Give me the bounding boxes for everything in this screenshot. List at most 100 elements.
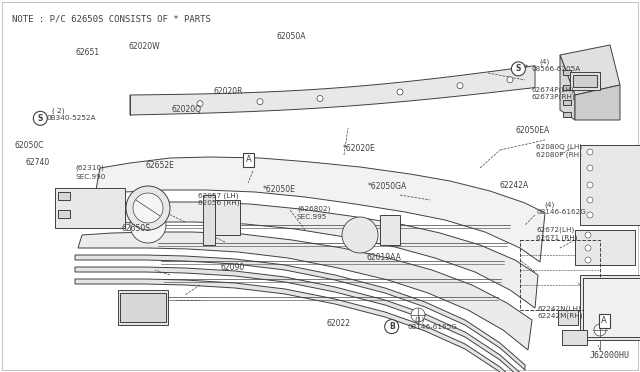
Bar xyxy=(203,195,215,245)
Bar xyxy=(563,112,571,117)
Text: 62050C: 62050C xyxy=(14,141,44,150)
Text: 08146-6162G: 08146-6162G xyxy=(536,209,586,215)
Bar xyxy=(573,75,597,87)
Text: 62650S: 62650S xyxy=(122,224,150,233)
Bar xyxy=(562,330,587,345)
Circle shape xyxy=(133,193,163,223)
Text: NOTE : P/C 62650S CONSISTS OF * PARTS: NOTE : P/C 62650S CONSISTS OF * PARTS xyxy=(12,14,211,23)
Bar xyxy=(563,85,571,90)
Bar xyxy=(120,293,166,322)
Circle shape xyxy=(507,77,513,83)
Polygon shape xyxy=(85,202,538,308)
Bar xyxy=(55,188,125,228)
Text: J62000HU: J62000HU xyxy=(590,351,630,360)
Polygon shape xyxy=(75,267,525,372)
Text: 62242M(RH): 62242M(RH) xyxy=(538,312,583,319)
Text: 62242A: 62242A xyxy=(499,181,529,190)
Circle shape xyxy=(33,111,47,125)
Circle shape xyxy=(587,212,593,218)
Circle shape xyxy=(587,182,593,188)
Text: (4): (4) xyxy=(539,58,549,65)
Bar xyxy=(380,215,400,245)
Text: 62050A: 62050A xyxy=(276,32,306,41)
Bar xyxy=(580,145,640,225)
Text: B: B xyxy=(389,322,394,331)
Bar xyxy=(563,70,571,75)
Text: 62080P (RH): 62080P (RH) xyxy=(536,151,582,158)
Text: *: * xyxy=(524,64,528,73)
Text: 62242N(LH): 62242N(LH) xyxy=(538,305,581,312)
Text: 62671 (RH): 62671 (RH) xyxy=(536,234,578,241)
Text: *62020E: *62020E xyxy=(343,144,376,153)
Text: (626802): (626802) xyxy=(297,206,330,212)
Text: 62080Q (LH): 62080Q (LH) xyxy=(536,144,582,150)
Text: SEC.990: SEC.990 xyxy=(76,174,106,180)
Bar xyxy=(558,310,578,325)
Bar xyxy=(583,278,640,337)
Circle shape xyxy=(317,96,323,102)
Polygon shape xyxy=(95,157,545,262)
Text: S: S xyxy=(516,64,521,73)
Bar xyxy=(58,210,70,218)
Circle shape xyxy=(585,245,591,251)
Text: 62020W: 62020W xyxy=(128,42,159,51)
Bar xyxy=(575,230,635,265)
Text: A: A xyxy=(602,316,607,325)
Text: *62050GA: *62050GA xyxy=(367,182,406,190)
Bar xyxy=(118,290,168,325)
Circle shape xyxy=(511,62,525,76)
Polygon shape xyxy=(78,232,532,350)
Circle shape xyxy=(342,217,378,253)
Circle shape xyxy=(197,100,203,107)
Circle shape xyxy=(126,186,170,230)
Text: 62022: 62022 xyxy=(326,319,350,328)
Polygon shape xyxy=(75,279,525,372)
Text: (1): (1) xyxy=(415,317,425,323)
Bar xyxy=(570,72,600,90)
Text: 62090: 62090 xyxy=(221,263,245,272)
Bar xyxy=(580,275,640,340)
Bar xyxy=(520,240,600,310)
Polygon shape xyxy=(575,85,620,120)
Polygon shape xyxy=(560,55,575,120)
Text: (62310): (62310) xyxy=(76,164,104,171)
Text: A: A xyxy=(246,155,251,164)
Circle shape xyxy=(130,207,166,243)
Text: (4): (4) xyxy=(544,201,554,208)
Text: 62019AA: 62019AA xyxy=(366,253,401,262)
Text: SEC.995: SEC.995 xyxy=(297,214,327,219)
Circle shape xyxy=(397,89,403,95)
Circle shape xyxy=(585,257,591,263)
Circle shape xyxy=(385,320,399,334)
Text: 62020Q: 62020Q xyxy=(172,105,202,114)
Circle shape xyxy=(594,324,606,336)
Circle shape xyxy=(411,308,425,322)
Text: ( 2): ( 2) xyxy=(52,108,65,114)
Text: 62740: 62740 xyxy=(26,158,50,167)
Polygon shape xyxy=(560,45,620,95)
Text: 62057 (LH): 62057 (LH) xyxy=(198,192,239,199)
Text: 62020R: 62020R xyxy=(213,87,243,96)
Circle shape xyxy=(587,197,593,203)
Polygon shape xyxy=(130,66,535,115)
Text: 0B340-5252A: 0B340-5252A xyxy=(46,115,96,121)
Text: 62652E: 62652E xyxy=(146,161,175,170)
Text: 62673P(RH): 62673P(RH) xyxy=(531,93,575,100)
Bar xyxy=(215,200,240,235)
Text: *62050E: *62050E xyxy=(262,185,295,194)
Text: 62056 (RH): 62056 (RH) xyxy=(198,199,240,206)
Text: 08566-6205A: 08566-6205A xyxy=(531,66,580,72)
Bar xyxy=(563,100,571,105)
Text: 62651: 62651 xyxy=(76,48,100,57)
Text: 08146-6165G: 08146-6165G xyxy=(407,324,457,330)
Circle shape xyxy=(587,149,593,155)
Text: S: S xyxy=(38,114,43,123)
Circle shape xyxy=(257,99,263,105)
Text: 62672(LH): 62672(LH) xyxy=(536,227,575,233)
Text: 62674P(LH): 62674P(LH) xyxy=(531,86,574,93)
Circle shape xyxy=(585,232,591,238)
Polygon shape xyxy=(75,255,525,370)
Circle shape xyxy=(457,83,463,89)
Text: 62050EA: 62050EA xyxy=(515,126,550,135)
Circle shape xyxy=(587,165,593,171)
